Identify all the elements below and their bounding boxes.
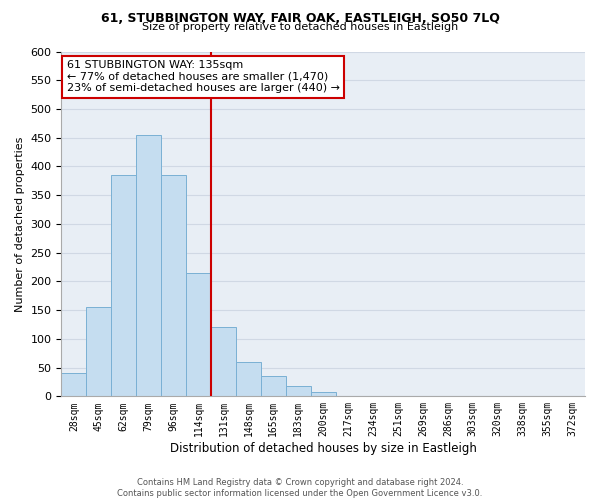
Text: 61, STUBBINGTON WAY, FAIR OAK, EASTLEIGH, SO50 7LQ: 61, STUBBINGTON WAY, FAIR OAK, EASTLEIGH… [101, 12, 499, 26]
Bar [86, 308, 111, 396]
Bar [136, 135, 161, 396]
Bar [161, 175, 186, 396]
Bar [311, 392, 335, 396]
Bar [286, 386, 311, 396]
Bar [61, 374, 86, 396]
Bar [211, 328, 236, 396]
Text: Size of property relative to detached houses in Eastleigh: Size of property relative to detached ho… [142, 22, 458, 32]
Text: Contains HM Land Registry data © Crown copyright and database right 2024.
Contai: Contains HM Land Registry data © Crown c… [118, 478, 482, 498]
Bar [236, 362, 261, 396]
Bar [186, 273, 211, 396]
Bar [111, 175, 136, 396]
Text: 61 STUBBINGTON WAY: 135sqm
← 77% of detached houses are smaller (1,470)
23% of s: 61 STUBBINGTON WAY: 135sqm ← 77% of deta… [67, 60, 340, 94]
X-axis label: Distribution of detached houses by size in Eastleigh: Distribution of detached houses by size … [170, 442, 476, 455]
Bar [261, 376, 286, 396]
Y-axis label: Number of detached properties: Number of detached properties [15, 136, 25, 312]
